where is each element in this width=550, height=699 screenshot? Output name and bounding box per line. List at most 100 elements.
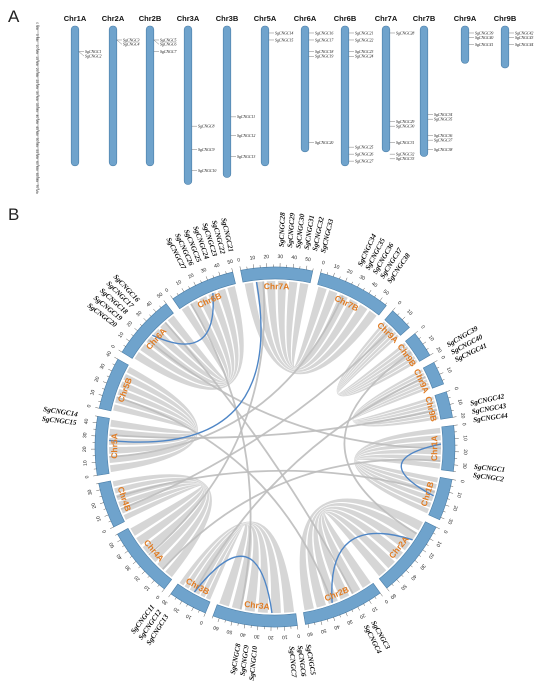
gene-label: SgCNGC16 [315, 31, 333, 35]
tick-mark [96, 483, 99, 485]
gene-label: SgCNGC13 [237, 155, 255, 159]
synteny-line [164, 321, 354, 595]
tick-mark [131, 334, 134, 337]
tick-mark [157, 584, 160, 587]
synteny-ribbon [116, 480, 207, 563]
chromosome-arc [94, 415, 110, 476]
tick-label: 20 [263, 254, 269, 260]
tick-mark [339, 614, 341, 618]
tick-label: 0 [199, 619, 204, 626]
synteny-ribbon [134, 285, 244, 390]
tick-label: 30 [461, 463, 468, 469]
synteny-ribbon [321, 511, 395, 595]
chromosome-chr3b: Chr3B SgCNGC11 SgCNGC12 SgCNGC13 [216, 14, 255, 178]
axis-tick-label: 15 Mb [35, 56, 39, 66]
tick-mark [333, 617, 336, 622]
gene-label: SgCNGC17 [315, 38, 334, 42]
gene-label: SgCNGC24 [355, 55, 373, 59]
tick-mark [433, 532, 436, 535]
tick-mark [123, 345, 126, 347]
synteny-ribbon [109, 388, 195, 445]
tick-mark [237, 623, 239, 626]
axis-tick-label: 60 Mb [35, 161, 39, 171]
tick-mark [243, 624, 246, 629]
tick-label: 10 [117, 331, 125, 339]
tick-label: 60 [212, 624, 219, 631]
tick-label: 20 [90, 502, 97, 509]
synteny-ribbon [140, 288, 239, 387]
tick-mark [143, 318, 147, 322]
chromosome-arc [98, 358, 129, 412]
tick-label: 30 [135, 310, 143, 318]
tick-mark [426, 544, 429, 546]
tick-label: 0 [419, 324, 426, 330]
tick-mark [448, 397, 451, 399]
tick-mark [239, 266, 241, 271]
synteny-line [109, 409, 438, 439]
circos-chr-chr3a: 0 10 20 30 40 50 60 Chr3A [211, 599, 301, 640]
synteny-ribbon [353, 385, 435, 421]
gene-label: SgCNGC35 [434, 118, 452, 122]
tick-mark [446, 390, 451, 392]
tick-label: 0 [86, 404, 93, 408]
tick-label: 0 [110, 344, 117, 350]
tick-mark [314, 622, 316, 626]
synteny-ribbon [200, 524, 252, 610]
tick-mark [98, 401, 101, 403]
tick-label: 0 [297, 632, 301, 638]
tick-mark [117, 539, 121, 543]
tick-mark [122, 545, 125, 547]
synteny-ribbon [354, 427, 441, 514]
tick-mark [92, 422, 97, 424]
gene-label: SgCNGC27 [355, 159, 374, 163]
chromosome-name: Chr3A [177, 14, 200, 23]
tick-label: 0 [84, 475, 90, 479]
tick-mark [205, 276, 208, 281]
synteny-ribbon [354, 434, 441, 508]
tick-mark [139, 323, 143, 326]
tick-mark [163, 300, 167, 304]
tick-label: 20 [268, 634, 274, 640]
chromosome-arc [172, 271, 236, 310]
tick-mark [200, 280, 202, 283]
tick-mark [397, 313, 400, 316]
synteny-ribbon [318, 509, 404, 600]
tick-mark [147, 575, 150, 578]
chromosome-name: Chr2B [139, 14, 162, 23]
tick-mark [357, 283, 360, 288]
tick-label: 10 [427, 334, 435, 342]
tick-label: 0 [321, 260, 325, 267]
tick-mark [439, 372, 444, 375]
circos-chromosome-label: Chr5A [109, 433, 119, 459]
tick-label: 10 [143, 584, 151, 592]
tick-label: 0 [439, 355, 446, 360]
synteny-ribbon [313, 506, 411, 605]
tick-mark [108, 520, 111, 523]
tick-label: 30 [161, 598, 169, 606]
synteny-ribbon [120, 484, 204, 546]
tick-mark [198, 610, 200, 613]
tick-label: 20 [82, 446, 88, 452]
tick-label: 20 [462, 449, 468, 455]
gene-label: SgCNGC14 [275, 31, 293, 35]
tick-mark [218, 271, 221, 276]
gene-label: SgCNGC1 [85, 50, 101, 54]
tick-mark [445, 504, 450, 507]
chromosome-name: Chr2A [102, 14, 125, 23]
tick-mark [436, 366, 440, 369]
synteny-ribbon [184, 522, 281, 613]
circos-chromosome-label: Chr3A [244, 599, 270, 612]
tick-mark [129, 556, 133, 558]
gene-label: SgCNGC36 [434, 134, 452, 138]
axis-tick-label: 45 Mb [35, 126, 39, 136]
tick-label: 20 [427, 552, 435, 560]
chromosome-arc [117, 527, 173, 590]
